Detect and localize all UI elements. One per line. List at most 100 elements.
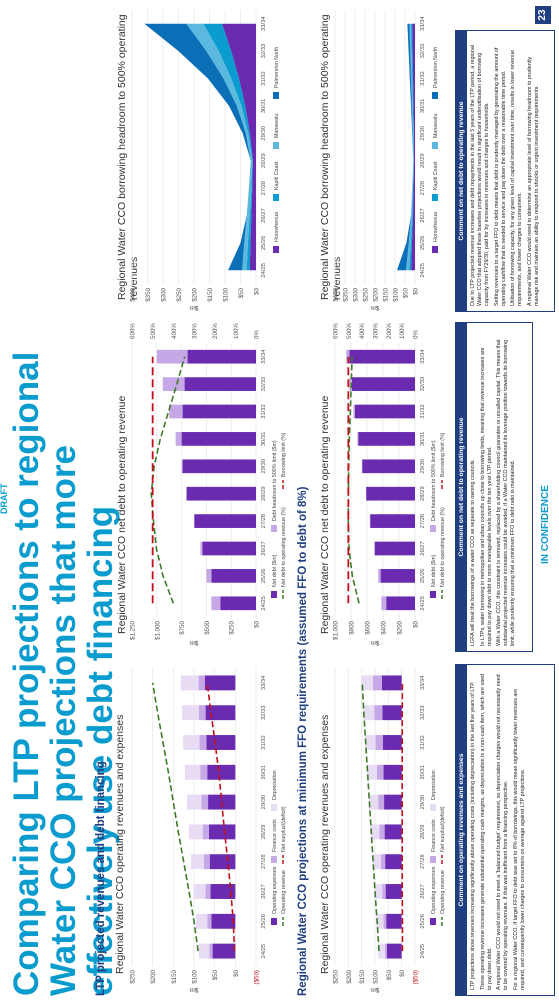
net-debt-bar — [355, 404, 415, 419]
legend-entry: Net debt to operating revenue (%) — [440, 507, 446, 587]
legend-swatch — [432, 142, 438, 149]
legend-swatch — [430, 591, 436, 598]
bar-segment — [374, 705, 383, 721]
y-axis-label: $m — [370, 639, 379, 646]
headroom-bar — [200, 541, 203, 556]
area-kapiti-coast — [203, 23, 253, 271]
bar-segment — [382, 884, 386, 899]
area-horowhenua — [221, 23, 256, 271]
y-tick-label: $0 — [413, 620, 420, 627]
comment-para: LTP projections show revenues increasing… — [470, 681, 476, 990]
x-tick-label: 32/33 — [420, 377, 426, 392]
area-kapiti-coast — [409, 23, 414, 271]
y-tick-label: $300 — [161, 287, 168, 301]
net-debt-bar — [349, 349, 415, 364]
bar-segment — [209, 943, 213, 959]
legend-swatch — [273, 194, 279, 201]
net-debt-bar — [220, 596, 257, 611]
bar-segment — [189, 824, 203, 840]
legend-swatch — [432, 92, 438, 99]
comment-heading: Comment on net debt to operating revenue — [456, 31, 467, 311]
y-axis-label: $m — [189, 639, 198, 646]
x-tick-label: 33/34 — [261, 16, 267, 31]
bar-segment — [376, 764, 384, 780]
legend-swatch — [273, 92, 279, 99]
bar-segment — [386, 913, 402, 929]
net-debt-bar — [370, 514, 415, 528]
debt-ratio-line — [347, 356, 360, 604]
x-tick-label: 32/33 — [261, 377, 267, 392]
bar-segment — [212, 943, 236, 959]
bar-segment — [198, 675, 205, 691]
legend-entry: Finance costs — [431, 819, 437, 852]
x-tick-label: 31/32 — [261, 404, 267, 419]
legend-swatch — [432, 194, 438, 201]
area-manawatu — [406, 23, 414, 271]
x-tick-label: 31/32 — [261, 735, 267, 750]
x-tick-label: 26/27 — [261, 884, 267, 899]
bar-segment — [367, 764, 377, 780]
headroom-bar — [175, 432, 182, 446]
comment-para: With a Water CCO, this constraint is rem… — [496, 339, 516, 646]
net-debt-bar — [184, 377, 257, 391]
chart-ffo-net-debt: $0 $200 $400 $600 $800 $1,000 $m 0% 100% 200% 300%… — [333, 323, 447, 646]
bar-segment — [368, 794, 379, 810]
x-tick-label: 26/27 — [420, 884, 426, 899]
legend-entry: Operating expenses — [272, 866, 278, 914]
x-tick-label: 28/29 — [261, 825, 267, 840]
bar-segment — [384, 794, 402, 810]
bar-segment — [206, 735, 236, 750]
y-axis-label: $m — [370, 986, 379, 993]
y-tick-label: ($50) — [413, 970, 420, 984]
legend-swatch — [271, 856, 277, 863]
bar-segment — [198, 705, 206, 721]
bar-segment — [363, 705, 375, 721]
bar-segment — [202, 824, 209, 840]
headroom-bar — [169, 404, 183, 419]
y-tick-label: $1,000 — [333, 620, 340, 639]
bar-segment — [385, 884, 402, 899]
x-tick-label: 32/33 — [420, 44, 426, 59]
comment-para: LGFA will treat the borrowings of a wate… — [470, 459, 476, 646]
y2-tick-label: 400% — [359, 323, 366, 339]
y-tick-label: $150 — [359, 969, 366, 983]
y2-tick-label: 0% — [254, 330, 261, 339]
comment-para: Setting revenues to a target FFO to debt… — [493, 47, 507, 306]
chart-ffo-revenues-expenses: ($50) $0 $50 $100 $150 $200 $250 $m 24/25 25/26 26… — [333, 668, 446, 993]
legend-entry: Net surplus/(deficit) — [440, 806, 446, 852]
headroom-bar — [381, 596, 387, 611]
x-tick-label: 27/28 — [261, 514, 267, 529]
headroom-bar — [162, 377, 185, 391]
x-tick-label: 33/34 — [420, 349, 426, 364]
y-tick-label: $0 — [254, 620, 261, 627]
legend-entry: Borrowing limit (%) — [281, 432, 287, 477]
y-tick-label: $250 — [130, 969, 137, 983]
y-tick-label: $350 — [343, 287, 350, 301]
y-tick-label: ($50) — [254, 970, 261, 984]
y-tick-label: $1,000 — [154, 620, 161, 639]
legend-entry: Manawatu — [274, 114, 280, 138]
net-debt-bar — [182, 459, 256, 474]
y2-tick-label: 100% — [399, 323, 406, 339]
x-tick-label: 27/28 — [261, 181, 267, 196]
chart-ltp-borrowing-headroom: $0 $50 $100 $150 $200 $250 $300 $350 $400 $m 24/25… — [130, 10, 280, 311]
bar-segment — [384, 824, 402, 840]
bar-segment — [376, 913, 384, 929]
headroom-bar — [181, 459, 183, 474]
x-tick-label: 26/27 — [261, 208, 267, 223]
y-tick-label: $100 — [373, 969, 380, 983]
x-tick-label: 24/25 — [261, 263, 267, 278]
net-debt-bar — [358, 432, 415, 446]
y-tick-label: $200 — [346, 969, 353, 983]
comment-box-net-debt-2: Comment on net debt to operating revenue… — [455, 30, 555, 312]
bar-segment — [382, 705, 402, 721]
x-tick-label: 24/25 — [420, 263, 426, 278]
x-tick-label: 28/29 — [420, 825, 426, 840]
legend-swatch — [430, 918, 436, 925]
bar-segment — [200, 764, 208, 780]
y-tick-label: $250 — [363, 287, 370, 301]
headroom-bar — [156, 349, 188, 364]
bar-segment — [387, 943, 402, 959]
y-tick-label: $250 — [176, 287, 183, 301]
headroom-bar — [374, 541, 376, 556]
